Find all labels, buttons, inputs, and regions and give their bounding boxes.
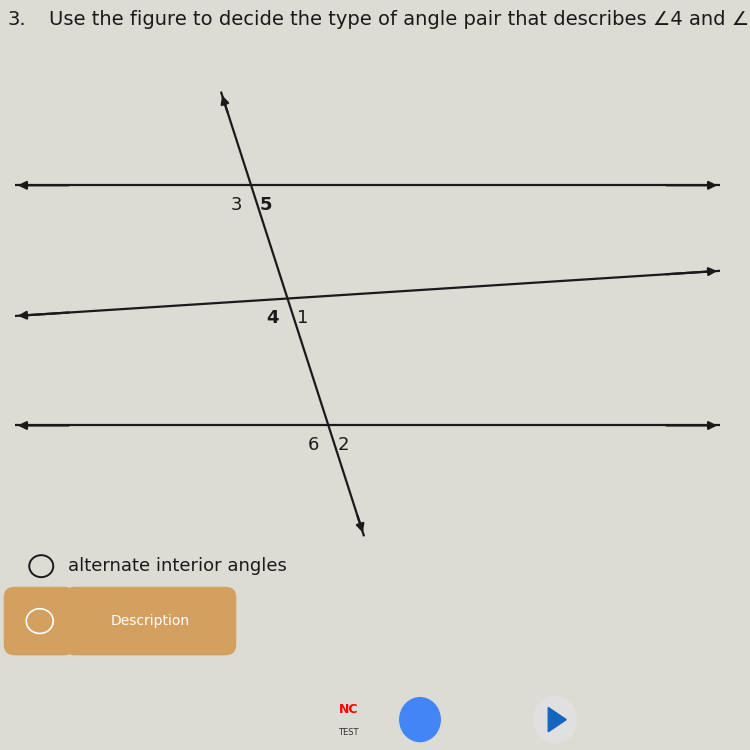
Text: Description: Description [110,614,190,628]
Text: Use the figure to decide the type of angle pair that describes ∠4 and ∠5.: Use the figure to decide the type of ang… [49,10,750,29]
Circle shape [400,698,440,742]
Text: 4: 4 [266,309,278,327]
Text: 6: 6 [308,436,320,454]
Text: 3: 3 [230,196,242,214]
FancyBboxPatch shape [64,586,236,656]
Text: 2: 2 [338,436,349,454]
Text: 5: 5 [260,196,272,214]
Text: TEST: TEST [338,728,359,736]
FancyBboxPatch shape [4,586,75,656]
Text: alternate interior angles: alternate interior angles [68,557,286,575]
Circle shape [533,696,577,743]
Polygon shape [548,707,566,732]
Text: 3.: 3. [8,10,26,29]
Text: NC: NC [339,704,358,716]
Text: 1: 1 [296,309,308,327]
